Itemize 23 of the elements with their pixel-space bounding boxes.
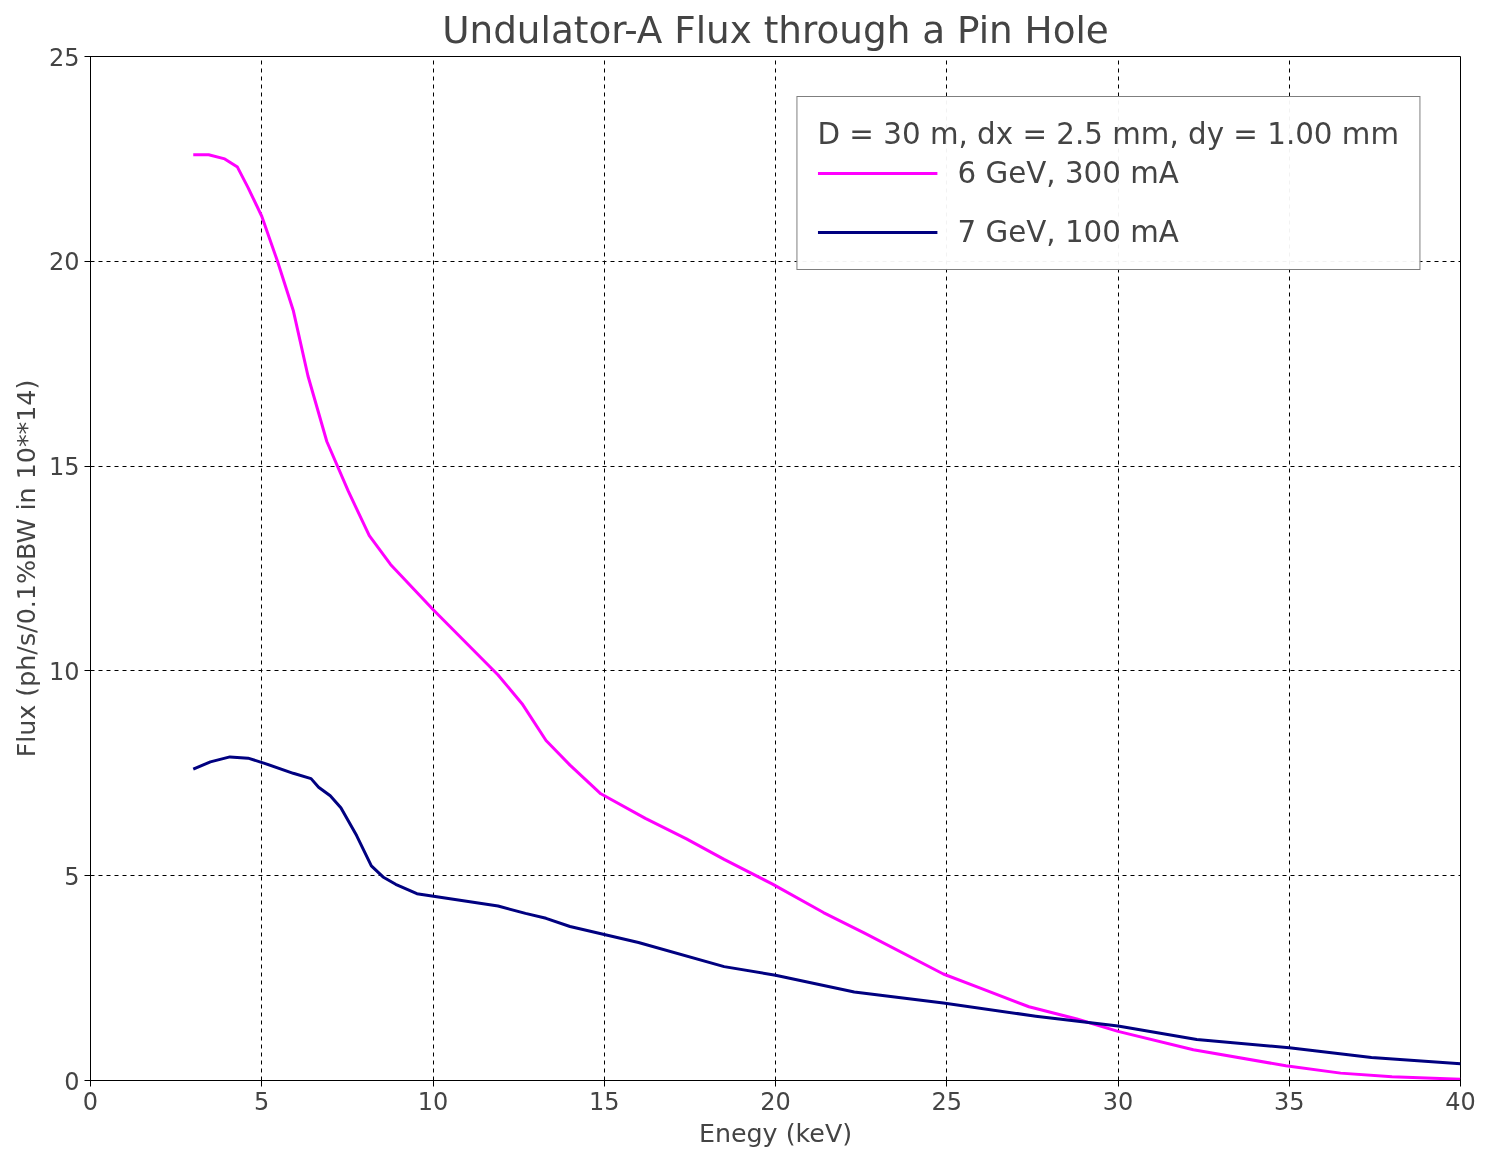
legend-label: 6 GeV, 300 mA [957, 156, 1179, 190]
y-tick-label: 25 [48, 43, 80, 72]
x-tick-label: 35 [1273, 1087, 1305, 1116]
x-tick-label: 0 [82, 1087, 99, 1116]
x-tick-label: 5 [254, 1087, 270, 1116]
x-tick-label: 10 [417, 1087, 449, 1116]
y-tick-label: 20 [48, 248, 80, 277]
y-tick-label: 5 [64, 862, 80, 891]
y-axis-title: Flux (ph/s/0.1%BW in 10**14) [10, 379, 41, 758]
x-tick-label: 30 [1102, 1087, 1134, 1116]
x-tick-label: 20 [760, 1087, 791, 1116]
line-series [191, 153, 1461, 1081]
line-series [191, 755, 1461, 1066]
chart-title: Undulator-A Flux through a Pin Hole [442, 7, 1109, 52]
x-axis-title: Enegy (keV) [698, 1117, 853, 1148]
y-tick-label: 10 [48, 657, 80, 686]
x-tick-label: 25 [931, 1087, 963, 1116]
y-tick-label: 0 [64, 1067, 80, 1096]
x-tick-label: 40 [1445, 1087, 1476, 1116]
legend-label: 7 GeV, 100 mA [957, 215, 1179, 249]
x-tick-label: 15 [588, 1087, 620, 1116]
legend-title: D = 30 m, dx = 2.5 mm, dy = 1.00 mm [817, 117, 1399, 151]
y-tick-label: 15 [48, 453, 80, 482]
